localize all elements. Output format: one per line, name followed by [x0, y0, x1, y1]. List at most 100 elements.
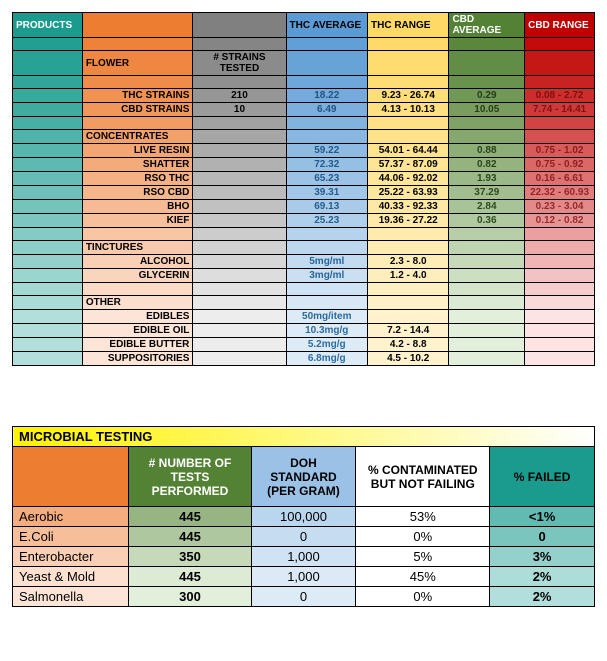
cell: 0.75 - 0.92	[525, 158, 595, 172]
cell	[525, 310, 595, 324]
cell	[525, 51, 595, 76]
cell	[525, 38, 595, 51]
cell: 72.32	[286, 158, 367, 172]
cell	[367, 310, 448, 324]
cell	[193, 338, 286, 352]
table-row	[13, 76, 595, 89]
cell: 22.32 - 60.93	[525, 186, 595, 200]
cell: <1%	[490, 507, 595, 527]
cell: 53%	[356, 507, 490, 527]
cell	[13, 158, 83, 172]
cell: PRODUCTS	[13, 13, 83, 38]
cell: BHO	[82, 200, 193, 214]
cell: 0%	[356, 587, 490, 607]
cell	[13, 117, 83, 130]
table-row: RSO THC65.2344.06 - 92.021.930.16 - 6.61	[13, 172, 595, 186]
cell: EDIBLE BUTTER	[82, 338, 193, 352]
cell	[449, 76, 525, 89]
cell: THC STRAINS	[82, 89, 193, 103]
cell	[82, 38, 193, 51]
cell: SHATTER	[82, 158, 193, 172]
cell: Yeast & Mold	[13, 567, 129, 587]
cell	[193, 38, 286, 51]
cell: 10	[193, 103, 286, 117]
cell	[449, 130, 525, 144]
cell	[13, 324, 83, 338]
cell: 0.75 - 1.02	[525, 144, 595, 158]
cell: 0	[251, 527, 356, 547]
cell: 0.16 - 6.61	[525, 172, 595, 186]
cell: 0.36	[449, 214, 525, 228]
cell: 59.22	[286, 144, 367, 158]
cell	[193, 200, 286, 214]
cell: GLYCERIN	[82, 269, 193, 283]
table-row: FLOWER# STRAINS TESTED	[13, 51, 595, 76]
cell	[13, 296, 83, 310]
cell	[286, 296, 367, 310]
cell: 210	[193, 89, 286, 103]
cell	[525, 117, 595, 130]
cell: RSO CBD	[82, 186, 193, 200]
cell	[193, 172, 286, 186]
table-row: BHO69.1340.33 - 92.332.840.23 - 3.04	[13, 200, 595, 214]
cell: 39.31	[286, 186, 367, 200]
col-header: # NUMBER OF TESTS PERFORMED	[129, 447, 251, 507]
cell	[286, 38, 367, 51]
cell	[449, 269, 525, 283]
cell	[82, 283, 193, 296]
cell: 7.2 - 14.4	[367, 324, 448, 338]
cell: 6.49	[286, 103, 367, 117]
cell: 37.29	[449, 186, 525, 200]
cell: 0	[251, 587, 356, 607]
cell	[367, 76, 448, 89]
cell	[82, 13, 193, 38]
cell: Aerobic	[13, 507, 129, 527]
cell	[13, 144, 83, 158]
cell	[286, 283, 367, 296]
cell: 1.93	[449, 172, 525, 186]
cell	[13, 172, 83, 186]
cell	[13, 214, 83, 228]
cell	[193, 228, 286, 241]
cell: 0.08 - 2.72	[525, 89, 595, 103]
cell: 0.82	[449, 158, 525, 172]
cell: TINCTURES	[82, 241, 193, 255]
cell: 445	[129, 507, 251, 527]
cell	[525, 228, 595, 241]
cell	[13, 89, 83, 103]
cell	[525, 241, 595, 255]
cell	[193, 283, 286, 296]
cell: 0.23 - 3.04	[525, 200, 595, 214]
cell	[367, 117, 448, 130]
table-row: THC STRAINS21018.229.23 - 26.740.290.08 …	[13, 89, 595, 103]
table-row: OTHER	[13, 296, 595, 310]
cell	[13, 51, 83, 76]
cell	[193, 13, 286, 38]
cell	[193, 255, 286, 269]
cell	[525, 255, 595, 269]
cell: 18.22	[286, 89, 367, 103]
cell	[449, 352, 525, 366]
cell: 10.05	[449, 103, 525, 117]
cell: 40.33 - 92.33	[367, 200, 448, 214]
cell: E.Coli	[13, 527, 129, 547]
cell	[449, 296, 525, 310]
table-row	[13, 228, 595, 241]
col-header: % CONTAMINATED BUT NOT FAILING	[356, 447, 490, 507]
cell	[82, 76, 193, 89]
table-row: Enterobacter3501,0005%3%	[13, 547, 595, 567]
cell	[193, 214, 286, 228]
cell	[525, 130, 595, 144]
cell: 100,000	[251, 507, 356, 527]
cell: 4.5 - 10.2	[367, 352, 448, 366]
cell	[449, 241, 525, 255]
cell	[13, 338, 83, 352]
cell	[193, 144, 286, 158]
cell	[286, 51, 367, 76]
cell	[286, 117, 367, 130]
cell: 445	[129, 527, 251, 547]
table-row: GLYCERIN3mg/ml1.2 - 4.0	[13, 269, 595, 283]
col-header: % FAILED	[490, 447, 595, 507]
table-row: SUPPOSITORIES6.8mg/g4.5 - 10.2	[13, 352, 595, 366]
cell: 0.12 - 0.82	[525, 214, 595, 228]
